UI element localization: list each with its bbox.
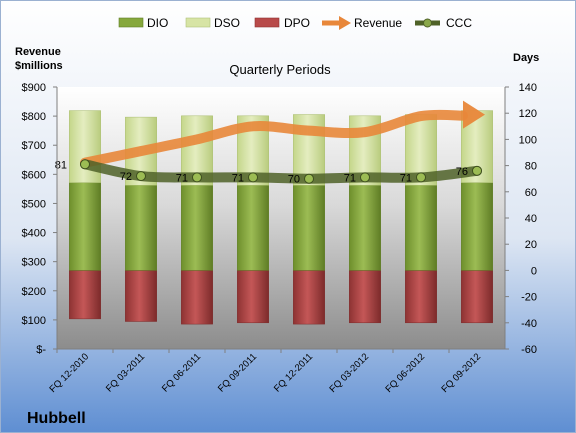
ccc-point <box>192 172 202 183</box>
right-axis-tick-label: 100 <box>519 134 537 146</box>
ccc-data-label: 76 <box>456 166 468 178</box>
ccc-layer: 81 72 71 71 70 71 71 76 <box>55 159 482 186</box>
ccc-data-label: 72 <box>120 171 132 183</box>
ccc-point <box>416 172 426 183</box>
ccc-point <box>360 172 370 183</box>
dio-bar <box>181 185 213 271</box>
left-axis-tick-label: $- <box>36 344 46 356</box>
dpo-bar <box>69 270 101 320</box>
ccc-data-label: 71 <box>400 172 412 184</box>
legend-dso-swatch <box>185 17 211 28</box>
ccc-data-label: 71 <box>232 172 244 184</box>
dpo-bar <box>237 270 269 324</box>
left-axis-title-line1: Revenue <box>15 46 61 58</box>
right-axis-tick-label: -60 <box>521 344 537 356</box>
company-name: Hubbell <box>27 410 86 427</box>
ccc-point <box>136 171 146 182</box>
ccc-data-label: 71 <box>176 172 188 184</box>
dpo-bar <box>461 270 493 324</box>
legend-ccc-label: CCC <box>446 16 472 30</box>
legend: DIO DSO DPO Revenue CCC <box>118 16 472 30</box>
right-axis-tick-label: -40 <box>521 318 537 330</box>
right-axis-tick-label: 80 <box>525 161 537 173</box>
right-axis-tick-label: 120 <box>519 108 537 120</box>
dio-bar <box>69 182 101 271</box>
left-axis-tick-label: $700 <box>22 140 46 152</box>
revenue-layer <box>80 100 485 168</box>
ccc-point <box>304 173 314 184</box>
left-axis-tick-label: $200 <box>22 286 46 298</box>
legend-revenue-arrowhead <box>339 16 351 30</box>
right-axis-tick-label: -20 <box>521 292 537 304</box>
dpo-bar <box>349 270 381 324</box>
dio-bar <box>349 185 381 271</box>
dpo-bar <box>181 270 213 325</box>
left-axis-tick-label: $500 <box>22 198 46 210</box>
ccc-data-label: 81 <box>55 159 67 171</box>
left-axis-tick-label: $400 <box>22 228 46 240</box>
dpo-bar <box>405 270 437 324</box>
legend-dso-label: DSO <box>214 16 240 30</box>
legend-ccc-marker <box>423 18 432 28</box>
dio-bar <box>237 185 269 271</box>
ccc-data-label: 71 <box>344 172 356 184</box>
dpo-bar <box>125 270 157 322</box>
left-axis-tick-label: $300 <box>22 257 46 269</box>
revenue-line <box>80 109 468 168</box>
right-axis-title: Days <box>513 52 539 64</box>
revenue-arrowhead <box>463 100 485 129</box>
left-axis-tick-label: $600 <box>22 169 46 181</box>
left-axis-tick-label: $800 <box>22 111 46 123</box>
right-axis-tick-label: 60 <box>525 187 537 199</box>
dio-bar <box>461 182 493 271</box>
legend-dio-swatch <box>118 17 144 28</box>
left-axis-title-line2: $millions <box>15 60 63 72</box>
right-axis-tick-label: 20 <box>525 239 537 251</box>
dio-bar <box>405 185 437 271</box>
legend-dpo-label: DPO <box>284 16 310 30</box>
ccc-point <box>80 159 90 170</box>
legend-revenue-label: Revenue <box>354 16 402 30</box>
right-axis-tick-label: 140 <box>519 82 537 94</box>
chart-subtitle: Quarterly Periods <box>229 62 331 77</box>
legend-dpo-swatch <box>254 17 280 28</box>
legend-dio-label: DIO <box>147 16 168 30</box>
ccc-point <box>248 172 258 183</box>
left-axis-tick-label: $900 <box>22 82 46 94</box>
ccc-point <box>472 165 482 176</box>
ccc-data-label: 70 <box>288 174 300 186</box>
left-axis-tick-label: $100 <box>22 315 46 327</box>
dpo-bar <box>293 270 325 325</box>
dio-bar <box>293 185 325 271</box>
right-axis-tick-label: 40 <box>525 213 537 225</box>
right-axis-tick-label: 0 <box>531 265 537 277</box>
dio-bar <box>125 185 157 271</box>
